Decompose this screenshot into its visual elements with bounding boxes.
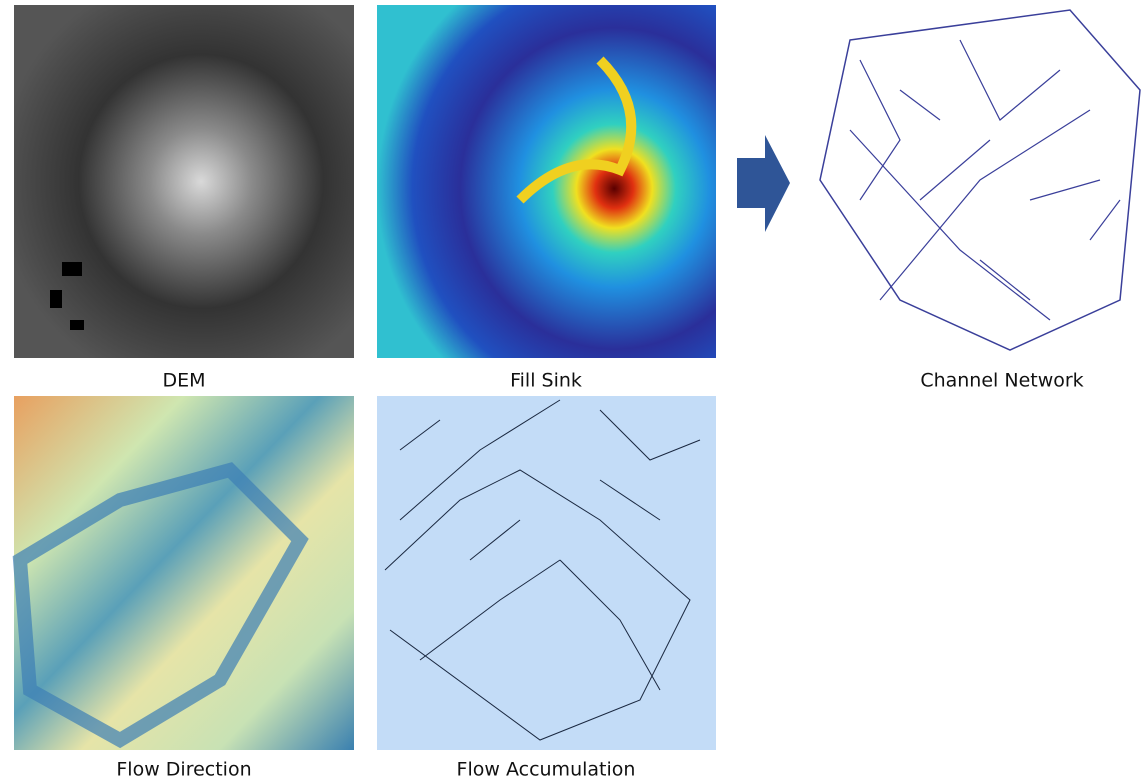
dem-image: [14, 5, 354, 358]
flow-accumulation-image: [377, 396, 716, 750]
panel-label: Flow Accumulation: [457, 759, 636, 781]
panel-label: Channel Network: [920, 370, 1083, 392]
channel-network-image: [820, 10, 1140, 350]
panel-label: DEM: [162, 370, 205, 392]
process-arrow: [737, 135, 790, 232]
panel-label: Flow Direction: [116, 759, 251, 781]
figure: DEM Fill Sink Channel Network Flow Direc…: [0, 0, 1148, 781]
panel-label: Fill Sink: [510, 370, 582, 392]
page: DEM Fill Sink Channel Network Flow Direc…: [0, 0, 1148, 781]
